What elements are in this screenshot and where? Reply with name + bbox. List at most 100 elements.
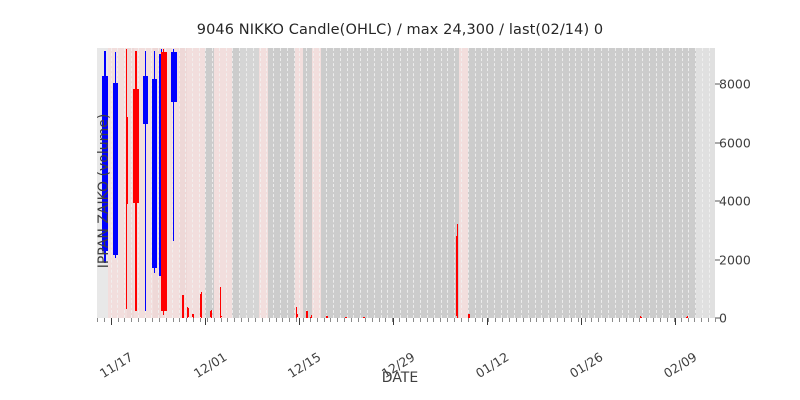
x-axis-minor-tick <box>357 318 359 322</box>
vertical-gridline <box>353 48 355 318</box>
vertical-gridline <box>669 48 671 318</box>
x-axis-minor-tick <box>248 318 250 322</box>
x-axis-minor-tick <box>412 318 414 322</box>
x-axis-minor-tick <box>392 318 394 322</box>
vertical-gridline <box>232 48 234 318</box>
candlestick-body <box>125 116 128 205</box>
vertical-gridline <box>124 48 126 318</box>
background-band <box>258 48 268 318</box>
x-axis-minor-tick <box>261 318 263 322</box>
x-axis-minor-tick <box>303 318 304 322</box>
vertical-gridline <box>198 48 200 318</box>
background-band <box>186 48 206 318</box>
background-band <box>467 48 697 318</box>
x-axis-minor-tick <box>241 318 243 322</box>
background-band <box>267 48 295 318</box>
x-axis-minor-tick <box>543 318 545 322</box>
candlestick-wick <box>345 316 347 318</box>
x-axis-minor-tick <box>502 318 504 322</box>
vertical-gridline <box>427 48 428 318</box>
background-band <box>126 48 135 318</box>
candlestick-body <box>639 317 642 318</box>
x-axis-minor-tick <box>131 318 133 322</box>
x-axis-minor-tick <box>296 318 298 322</box>
x-axis-minor-tick <box>309 318 311 322</box>
candlestick-body <box>102 75 108 251</box>
vertical-gridline <box>245 48 247 318</box>
x-axis-minor-tick <box>715 318 716 322</box>
x-axis-minor-tick <box>145 318 147 322</box>
vertical-gridline <box>144 48 146 318</box>
x-axis-major-tick <box>486 318 488 325</box>
candlestick-body <box>345 317 348 318</box>
vertical-gridline <box>608 48 610 318</box>
x-axis-minor-tick <box>612 318 613 322</box>
x-axis-minor-tick <box>220 318 222 322</box>
vertical-gridline <box>211 48 213 318</box>
x-axis-minor-tick <box>268 318 270 322</box>
background-band <box>458 48 468 318</box>
x-axis-minor-tick <box>172 318 174 322</box>
vertical-gridline <box>367 48 369 318</box>
x-axis-minor-tick <box>550 318 552 322</box>
x-axis-minor-tick <box>460 318 462 322</box>
x-axis-minor-tick <box>275 318 277 322</box>
x-axis-minor-tick <box>653 318 655 322</box>
candlestick-wick <box>219 287 222 318</box>
candlestick-body <box>186 308 189 317</box>
x-axis-minor-tick <box>639 318 641 322</box>
candlestick-body <box>170 51 177 102</box>
vertical-gridline <box>681 48 683 318</box>
background-band <box>231 48 241 318</box>
vertical-gridline <box>635 48 637 318</box>
vertical-gridline <box>614 48 616 318</box>
x-axis-minor-tick <box>151 318 153 322</box>
x-axis-major-tick <box>205 318 207 325</box>
vertical-gridline <box>433 48 435 318</box>
candlestick-body <box>112 83 119 256</box>
x-axis-minor-tick <box>344 318 346 322</box>
vertical-gridline <box>286 48 288 318</box>
x-axis-minor-tick <box>138 318 140 322</box>
background-band <box>213 48 232 318</box>
x-axis-minor-tick <box>488 318 490 322</box>
x-axis-minor-tick <box>570 318 572 322</box>
background-band <box>240 48 259 318</box>
vertical-gridline <box>279 48 281 318</box>
x-axis-minor-tick <box>584 318 586 322</box>
vertical-gridline <box>514 48 516 318</box>
x-axis-minor-tick <box>481 318 483 322</box>
x-axis-minor-tick <box>399 318 401 322</box>
vertical-gridline <box>406 48 408 318</box>
x-axis-minor-tick <box>625 318 627 322</box>
candlestick-body <box>456 236 459 316</box>
vertical-gridline <box>319 48 321 318</box>
x-axis-minor-tick <box>522 318 524 322</box>
x-axis-minor-tick <box>598 318 600 322</box>
vertical-gridline <box>225 48 227 318</box>
x-axis-minor-tick <box>117 318 119 322</box>
y-axis-tick-mark <box>715 83 720 85</box>
x-axis-minor-tick <box>158 318 160 322</box>
x-axis-minor-tick <box>467 318 469 322</box>
candlestick-body <box>306 316 309 318</box>
vertical-gridline <box>178 48 180 318</box>
vertical-gridline <box>360 48 362 318</box>
vertical-gridline <box>688 48 690 318</box>
x-axis-minor-tick <box>323 318 325 322</box>
vertical-gridline <box>266 48 268 318</box>
plot-area[interactable] <box>97 48 715 318</box>
x-axis-minor-tick <box>165 318 167 322</box>
background-band <box>294 48 304 318</box>
x-axis-major-tick <box>299 318 301 325</box>
candlestick-wick <box>295 307 298 318</box>
vertical-gridline <box>587 48 589 318</box>
x-axis-minor-tick <box>632 318 634 322</box>
vertical-gridline <box>185 48 187 318</box>
x-axis-minor-tick <box>509 318 510 322</box>
x-axis-minor-tick <box>708 318 710 322</box>
vertical-gridline <box>548 48 550 318</box>
y-axis-tick-label: 2000 <box>719 252 751 268</box>
x-axis-title: DATE <box>381 370 419 386</box>
